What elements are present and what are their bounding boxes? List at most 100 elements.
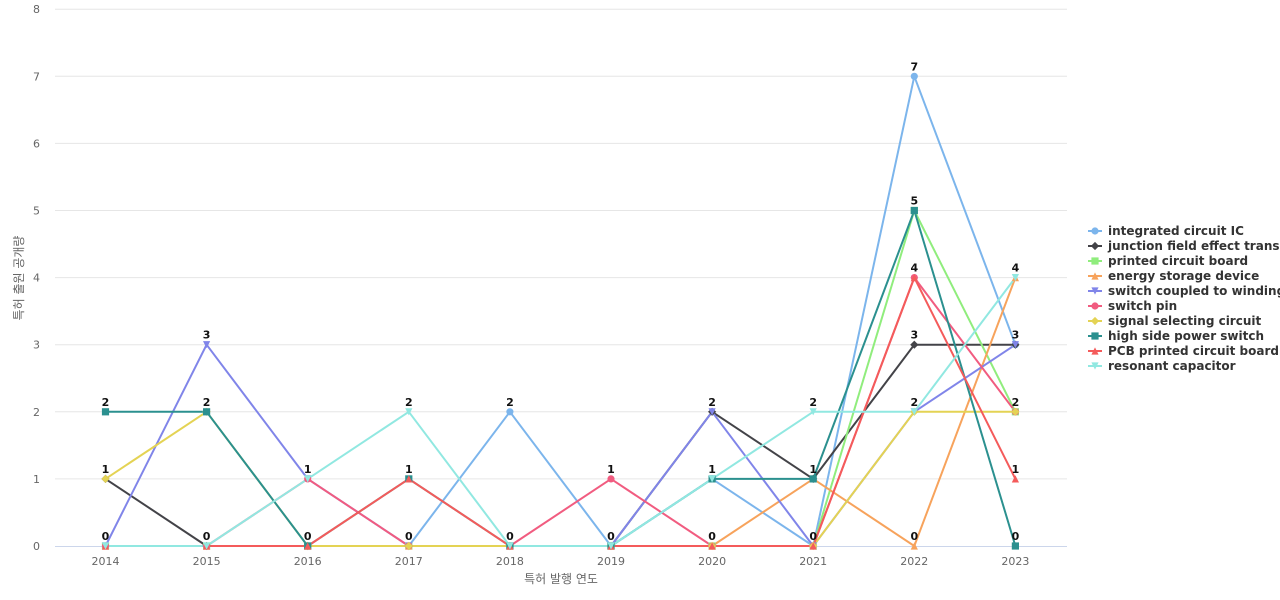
legend-item[interactable]: printed circuit board: [1088, 254, 1248, 268]
data-label: 4: [1012, 262, 1020, 275]
data-point: [1011, 542, 1019, 550]
data-point: [304, 542, 312, 550]
y-tick-label: 4: [33, 272, 40, 285]
data-label: 2: [910, 396, 918, 409]
data-label: 2: [102, 396, 110, 409]
data-label: 0: [607, 530, 615, 543]
y-tick-label: 1: [33, 473, 40, 486]
data-point: [203, 408, 211, 416]
legend-label: signal selecting circuit: [1108, 314, 1261, 328]
legend-item[interactable]: switch pin: [1088, 299, 1177, 313]
data-label: 3: [1012, 329, 1020, 342]
series-line: [104, 343, 1017, 547]
legend-item[interactable]: high side power switch: [1088, 329, 1264, 343]
data-label: 1: [607, 463, 615, 476]
legend-label: printed circuit board: [1108, 254, 1248, 268]
data-label: 1: [405, 463, 413, 476]
legend-marker: [1091, 227, 1099, 235]
data-point: [506, 408, 514, 416]
series-line: [104, 343, 1017, 547]
data-label: 1: [708, 463, 716, 476]
legend-item[interactable]: junction field effect trans...: [1088, 239, 1280, 253]
legend-marker: [1090, 316, 1100, 326]
x-tick-label: 2017: [395, 555, 423, 568]
data-label: 1: [1012, 463, 1020, 476]
data-point: [101, 474, 110, 483]
data-point: [404, 541, 413, 551]
y-axis-ticks: 0 1 2 3 4 5 6 7 8: [33, 3, 40, 553]
data-point: [910, 542, 918, 550]
data-point: [607, 542, 615, 550]
data-label: 3: [910, 329, 918, 342]
data-label: 0: [405, 530, 413, 543]
x-tick-label: 2019: [597, 555, 625, 568]
data-point: [708, 408, 716, 416]
data-point: [1011, 407, 1020, 416]
x-axis-ticks: 2014 2015 2016 2017 2018 2019 2020 2021 2022 2023: [92, 555, 1030, 568]
data-point: [203, 542, 211, 550]
legend-item[interactable]: signal selecting circuit: [1088, 314, 1261, 328]
data-point: [506, 542, 514, 550]
legend-item[interactable]: resonant capacitor: [1088, 359, 1236, 373]
series-line: [104, 209, 1017, 547]
data-point: [910, 408, 918, 416]
series-line: [104, 75, 1017, 547]
legend-label: switch pin: [1108, 299, 1177, 313]
data-label: 1: [102, 463, 110, 476]
y-tick-label: 7: [33, 70, 40, 83]
x-tick-label: 2022: [900, 555, 928, 568]
series-lines: [104, 75, 1017, 547]
legend-item[interactable]: switch coupled to winding: [1088, 284, 1280, 298]
data-point: [405, 475, 413, 483]
legend-marker: [1091, 272, 1099, 280]
data-label: 7: [910, 60, 918, 73]
data-label: 0: [102, 530, 110, 543]
data-point: [101, 542, 110, 550]
data-point: [910, 72, 918, 80]
legend-marker: [1091, 362, 1099, 370]
data-point: [1011, 274, 1019, 282]
y-tick-label: 2: [33, 406, 40, 419]
x-tick-label: 2016: [294, 555, 322, 568]
data-point: [910, 274, 918, 282]
legend-item[interactable]: integrated circuit IC: [1088, 224, 1244, 238]
data-point: [809, 542, 817, 550]
data-label: 0: [809, 530, 817, 543]
data-point: [405, 408, 413, 416]
data-label: 1: [809, 463, 817, 476]
legend-label: junction field effect trans...: [1107, 239, 1280, 253]
data-point: [910, 340, 919, 349]
data-point: [304, 475, 312, 483]
legend-marker: [1091, 257, 1099, 265]
data-label: 5: [910, 195, 918, 208]
data-label: 2: [1012, 396, 1020, 409]
legend-item[interactable]: energy storage device: [1088, 269, 1259, 283]
data-point: [809, 475, 817, 483]
y-tick-label: 3: [33, 339, 40, 352]
data-point: [910, 206, 918, 215]
data-label: 2: [708, 396, 716, 409]
legend-label: PCB printed circuit board: [1108, 344, 1279, 358]
data-label: 0: [1012, 530, 1020, 543]
x-tick-label: 2015: [193, 555, 221, 568]
y-tick-label: 8: [33, 3, 40, 16]
legend-item[interactable]: PCB printed circuit board: [1088, 344, 1279, 358]
data-point: [1011, 341, 1019, 349]
y-tick-label: 0: [33, 540, 40, 553]
legend-marker: [1091, 332, 1099, 340]
legend-label: resonant capacitor: [1108, 359, 1236, 373]
data-label: 0: [203, 530, 211, 543]
data-point: [203, 341, 211, 349]
data-label: 2: [405, 396, 413, 409]
data-label: 0: [506, 530, 514, 543]
x-tick-label: 2018: [496, 555, 524, 568]
series-markers: [101, 72, 1020, 551]
legend-marker: [1091, 302, 1099, 310]
data-label: 0: [304, 530, 312, 543]
legend-label: integrated circuit IC: [1108, 224, 1244, 238]
y-axis-title: 특허 출원 공개량: [12, 236, 26, 321]
y-tick-label: 6: [33, 137, 40, 150]
data-label: 2: [203, 396, 211, 409]
data-point: [708, 542, 716, 550]
